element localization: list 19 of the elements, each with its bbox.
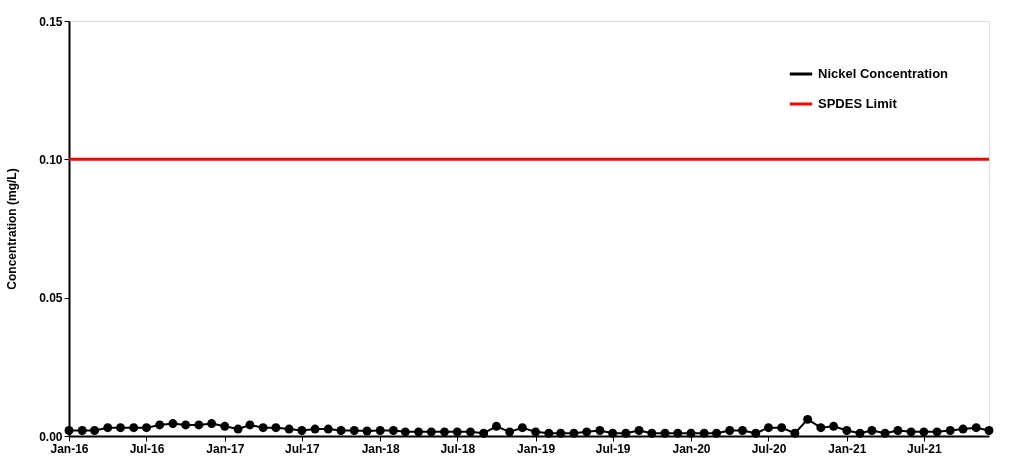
x-tick-label: Jan-16 xyxy=(50,441,89,456)
x-tick-label: Jan-20 xyxy=(672,441,711,456)
x-tick-label: Jan-21 xyxy=(828,441,867,456)
y-tick-label: 0.15 xyxy=(39,14,63,29)
y-tick-label: 0.10 xyxy=(39,152,63,167)
y-tick-label: 0.00 xyxy=(39,429,63,444)
y-tick-label: 0.05 xyxy=(39,291,63,306)
x-tick-label: Jul-20 xyxy=(751,441,787,456)
y-axis-title: Concentration (mg/L) xyxy=(5,168,20,290)
legend-label: SPDES Limit xyxy=(818,96,898,111)
x-tick-label: Jul-17 xyxy=(285,441,321,456)
x-tick-label: Jul-21 xyxy=(907,441,943,456)
x-tick-label: Jul-19 xyxy=(595,441,631,456)
x-tick-label: Jan-19 xyxy=(517,441,556,456)
x-tick-label: Jan-17 xyxy=(206,441,245,456)
x-tick-label: Jul-18 xyxy=(440,441,476,456)
legend-label: Nickel Concentration xyxy=(818,66,949,81)
x-tick-label: Jul-16 xyxy=(129,441,165,456)
x-tick-label: Jan-18 xyxy=(361,441,401,456)
